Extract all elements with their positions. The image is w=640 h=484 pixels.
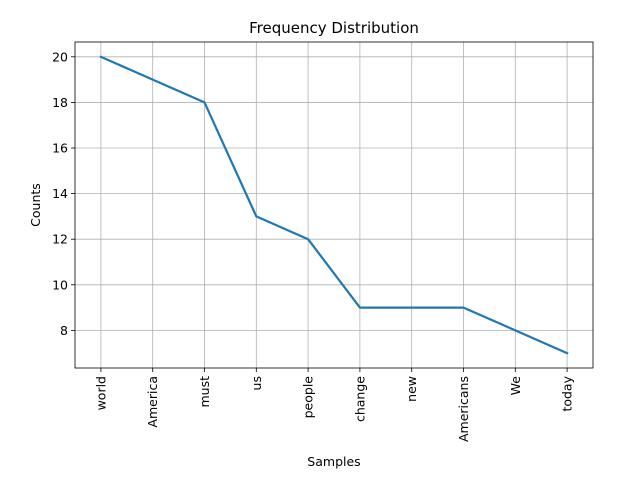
y-tick-label: 14 <box>52 186 68 201</box>
y-tick-label: 8 <box>60 323 68 338</box>
grid <box>75 42 593 368</box>
series-layer <box>99 55 569 355</box>
x-tick-label: America <box>145 376 160 428</box>
plot-frame <box>74 41 594 369</box>
y-tick-label: 10 <box>52 277 68 292</box>
x-tick-label: We <box>508 376 523 396</box>
y-tick-label: 16 <box>52 141 68 156</box>
x-tick-label: us <box>249 376 264 390</box>
y-tick-label: 18 <box>52 95 68 110</box>
ticks: world America must us people change new America… <box>52 49 575 442</box>
x-tick-label: Americans <box>456 376 471 442</box>
x-axis-label: Samples <box>307 454 360 469</box>
y-axis-label: Counts <box>28 183 43 227</box>
x-tick-label: change <box>352 376 367 422</box>
series-line <box>99 55 569 355</box>
y-tick-label: 12 <box>52 232 68 247</box>
x-tick-label: must <box>197 376 212 408</box>
x-tick-label: today <box>560 375 575 411</box>
x-tick-label: new <box>404 376 419 402</box>
x-tick-label: people <box>301 376 316 419</box>
x-tick-label: world <box>93 376 108 410</box>
chart-title: Frequency Distribution <box>249 19 419 37</box>
y-tick-label: 20 <box>52 49 68 64</box>
